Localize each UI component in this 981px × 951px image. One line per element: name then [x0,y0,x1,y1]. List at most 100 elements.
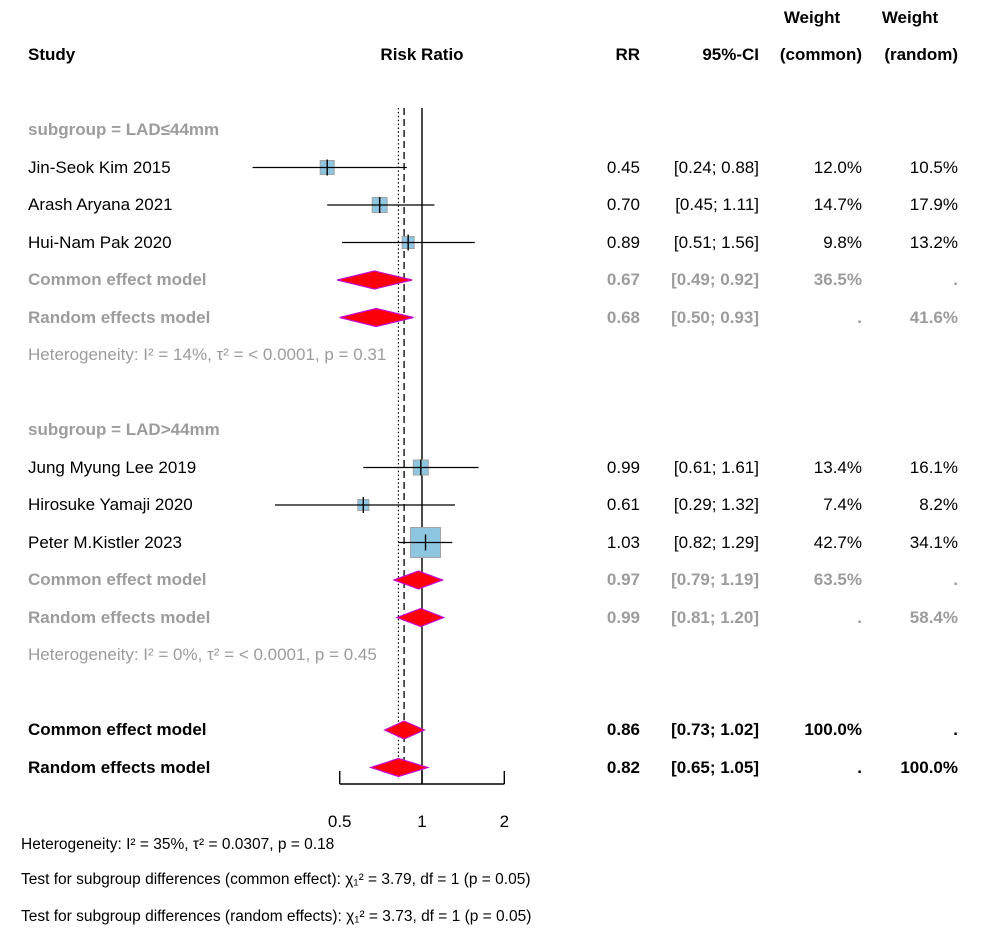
rr-value: 0.45 [606,157,640,177]
heterogeneity-note-row: Heterogeneity: I² = 14%, τ² = < 0.0001, … [0,336,981,374]
pooled-diamond [395,607,446,628]
weight-random-value: . [953,270,958,289]
study-row: Peter M.Kistler 2023 1.03 [0.82; 1.29] 42.7… [0,524,981,562]
rr-value: 0.67 [606,270,640,289]
heterogeneity-note: Heterogeneity: I² = 14%, τ² = < 0.0001, … [28,345,387,364]
ci-value: [0.79; 1.19] [671,570,759,589]
weight-random-value: 41.6% [909,307,958,327]
rr-value: 0.86 [606,720,640,739]
weight-random-value: 10.5% [909,157,958,177]
weight-common-value: . [857,607,862,627]
pooled-model-row: Common effect model 0.86 [0.73; 1.02] 100.0… [0,711,981,749]
ci-value: [0.61; 1.61] [673,457,759,477]
pooled-model-row: Random effects model 0.68 [0.50; 0.93]. 41.… [0,299,981,337]
pooled-model-label: Random effects model [28,757,211,777]
ci-value: [0.65; 1.05] [671,757,759,777]
weight-random-value: 13.2% [909,232,958,252]
pooled-model-row: Common effect model 0.67 [0.49; 0.92] 36.5%… [0,261,981,299]
forest-rows: subgroup = LAD≤44mm Jin-Seok Kim 2015 0.45… [0,111,981,786]
rr-value: 0.99 [606,607,640,627]
rr-value: 0.99 [606,457,640,477]
study-label: Hui-Nam Pak 2020 [28,232,172,252]
pooled-model-row: Random effects model 0.99 [0.81; 1.20]. 58.… [0,599,981,637]
weight-random-value: 8.2% [919,495,958,514]
x-axis-tick-label: 0.5 [328,812,352,831]
pooled-model-label: Random effects model [28,607,211,627]
column-header-study: Study [28,45,76,64]
ci-value: [0.51; 1.56] [673,232,759,252]
weight-random-value: . [953,720,958,739]
footnote-test-common: Test for subgroup differences (common ef… [21,871,531,888]
column-header-weight-common-bottom: (common) [779,45,862,64]
pooled-diamond [337,270,413,290]
x-axis-tick-label: 1 [417,812,426,831]
weight-random-value: 17.9% [909,195,958,214]
pooled-model-label: Common effect model [28,720,207,739]
ci-value: [0.73; 1.02] [671,720,759,739]
rr-value: 1.03 [606,532,640,552]
weight-common-value: 14.7% [813,195,862,214]
weight-random-value: 34.1% [909,532,958,552]
column-header-rr: RR [615,45,640,64]
weight-common-value: 12.0% [813,157,862,177]
ci-value: [0.24; 0.88] [673,157,759,177]
study-row: Jin-Seok Kim 2015 0.45 [0.24; 0.88] 12.0% 10… [0,149,981,187]
rr-value: 0.61 [606,495,640,514]
heterogeneity-note: Heterogeneity: I² = 0%, τ² = < 0.0001, p… [28,645,377,664]
subgroup-label: subgroup = LAD>44mm [28,420,220,439]
pooled-model-row: Random effects model 0.82 [0.65; 1.05]. 100… [0,749,981,787]
ci-value: [0.49; 0.92] [671,270,759,289]
weight-common-value: . [857,307,862,327]
pooled-model-label: Common effect model [28,270,207,289]
study-label: Arash Aryana 2021 [28,195,173,214]
column-header-risk-ratio: Risk Ratio [380,45,464,64]
rr-value: 0.97 [606,570,640,589]
weight-random-value: 58.4% [909,607,958,627]
study-label: Jung Myung Lee 2019 [28,457,197,477]
x-axis-tick-label: 2 [500,812,509,831]
study-label: Hirosuke Yamaji 2020 [28,495,193,514]
pooled-diamond [368,757,430,778]
weight-random-value: . [953,570,958,589]
column-header-ci: 95%-CI [702,45,759,64]
weight-random-value: 16.1% [909,457,958,477]
weight-common-value: 9.8% [823,232,862,252]
pooled-diamond [339,307,414,328]
study-row: Hui-Nam Pak 2020 0.89 [0.51; 1.56] 9.8% 13.2… [0,224,981,262]
ci-value: [0.45; 1.11] [675,195,759,214]
pooled-model-row: Common effect model 0.97 [0.79; 1.19] 63.5%… [0,561,981,599]
rr-value: 0.70 [606,195,640,214]
column-header-weight-random-bottom: (random) [884,45,958,64]
study-row: Hirosuke Yamaji 2020 0.61 [0.29; 1.32] 7.4%… [0,486,981,524]
study-label: Jin-Seok Kim 2015 [28,157,171,177]
weight-common-value: . [857,757,862,777]
study-row: Jung Myung Lee 2019 0.99 [0.61; 1.61] 13.4%… [0,449,981,487]
weight-common-value: 13.4% [813,457,862,477]
rr-value: 0.89 [606,232,640,252]
footnote-test-random: Test for subgroup differences (random ef… [21,908,532,925]
subgroup-label: subgroup = LAD≤44mm [28,120,220,139]
pooled-diamond [383,720,426,740]
pooled-model-label: Common effect model [28,570,207,589]
subgroup-label-row: subgroup = LAD≤44mm [0,111,981,149]
ci-value: [0.29; 1.32] [673,495,759,514]
weight-common-value: 36.5% [813,270,862,289]
weight-common-value: 100.0% [804,720,862,739]
weight-random-value: 100.0% [900,757,958,777]
footnote-heterogeneity-overall: Heterogeneity: I² = 35%, τ² = 0.0307, p … [21,836,335,853]
rr-value: 0.82 [606,757,640,777]
ci-value: [0.81; 1.20] [671,607,759,627]
pooled-diamond [392,570,445,590]
study-label: Peter M.Kistler 2023 [28,532,183,552]
rr-value: 0.68 [606,307,640,327]
pooled-model-label: Random effects model [28,307,211,327]
column-header-weight-common-top: Weight [783,8,841,27]
subgroup-label-row: subgroup = LAD>44mm [0,411,981,449]
weight-common-value: 42.7% [813,532,862,552]
weight-common-value: 63.5% [813,570,862,589]
heterogeneity-note-row: Heterogeneity: I² = 0%, τ² = < 0.0001, p… [0,636,981,674]
weight-common-value: 7.4% [823,495,862,514]
ci-value: [0.82; 1.29] [673,532,759,552]
